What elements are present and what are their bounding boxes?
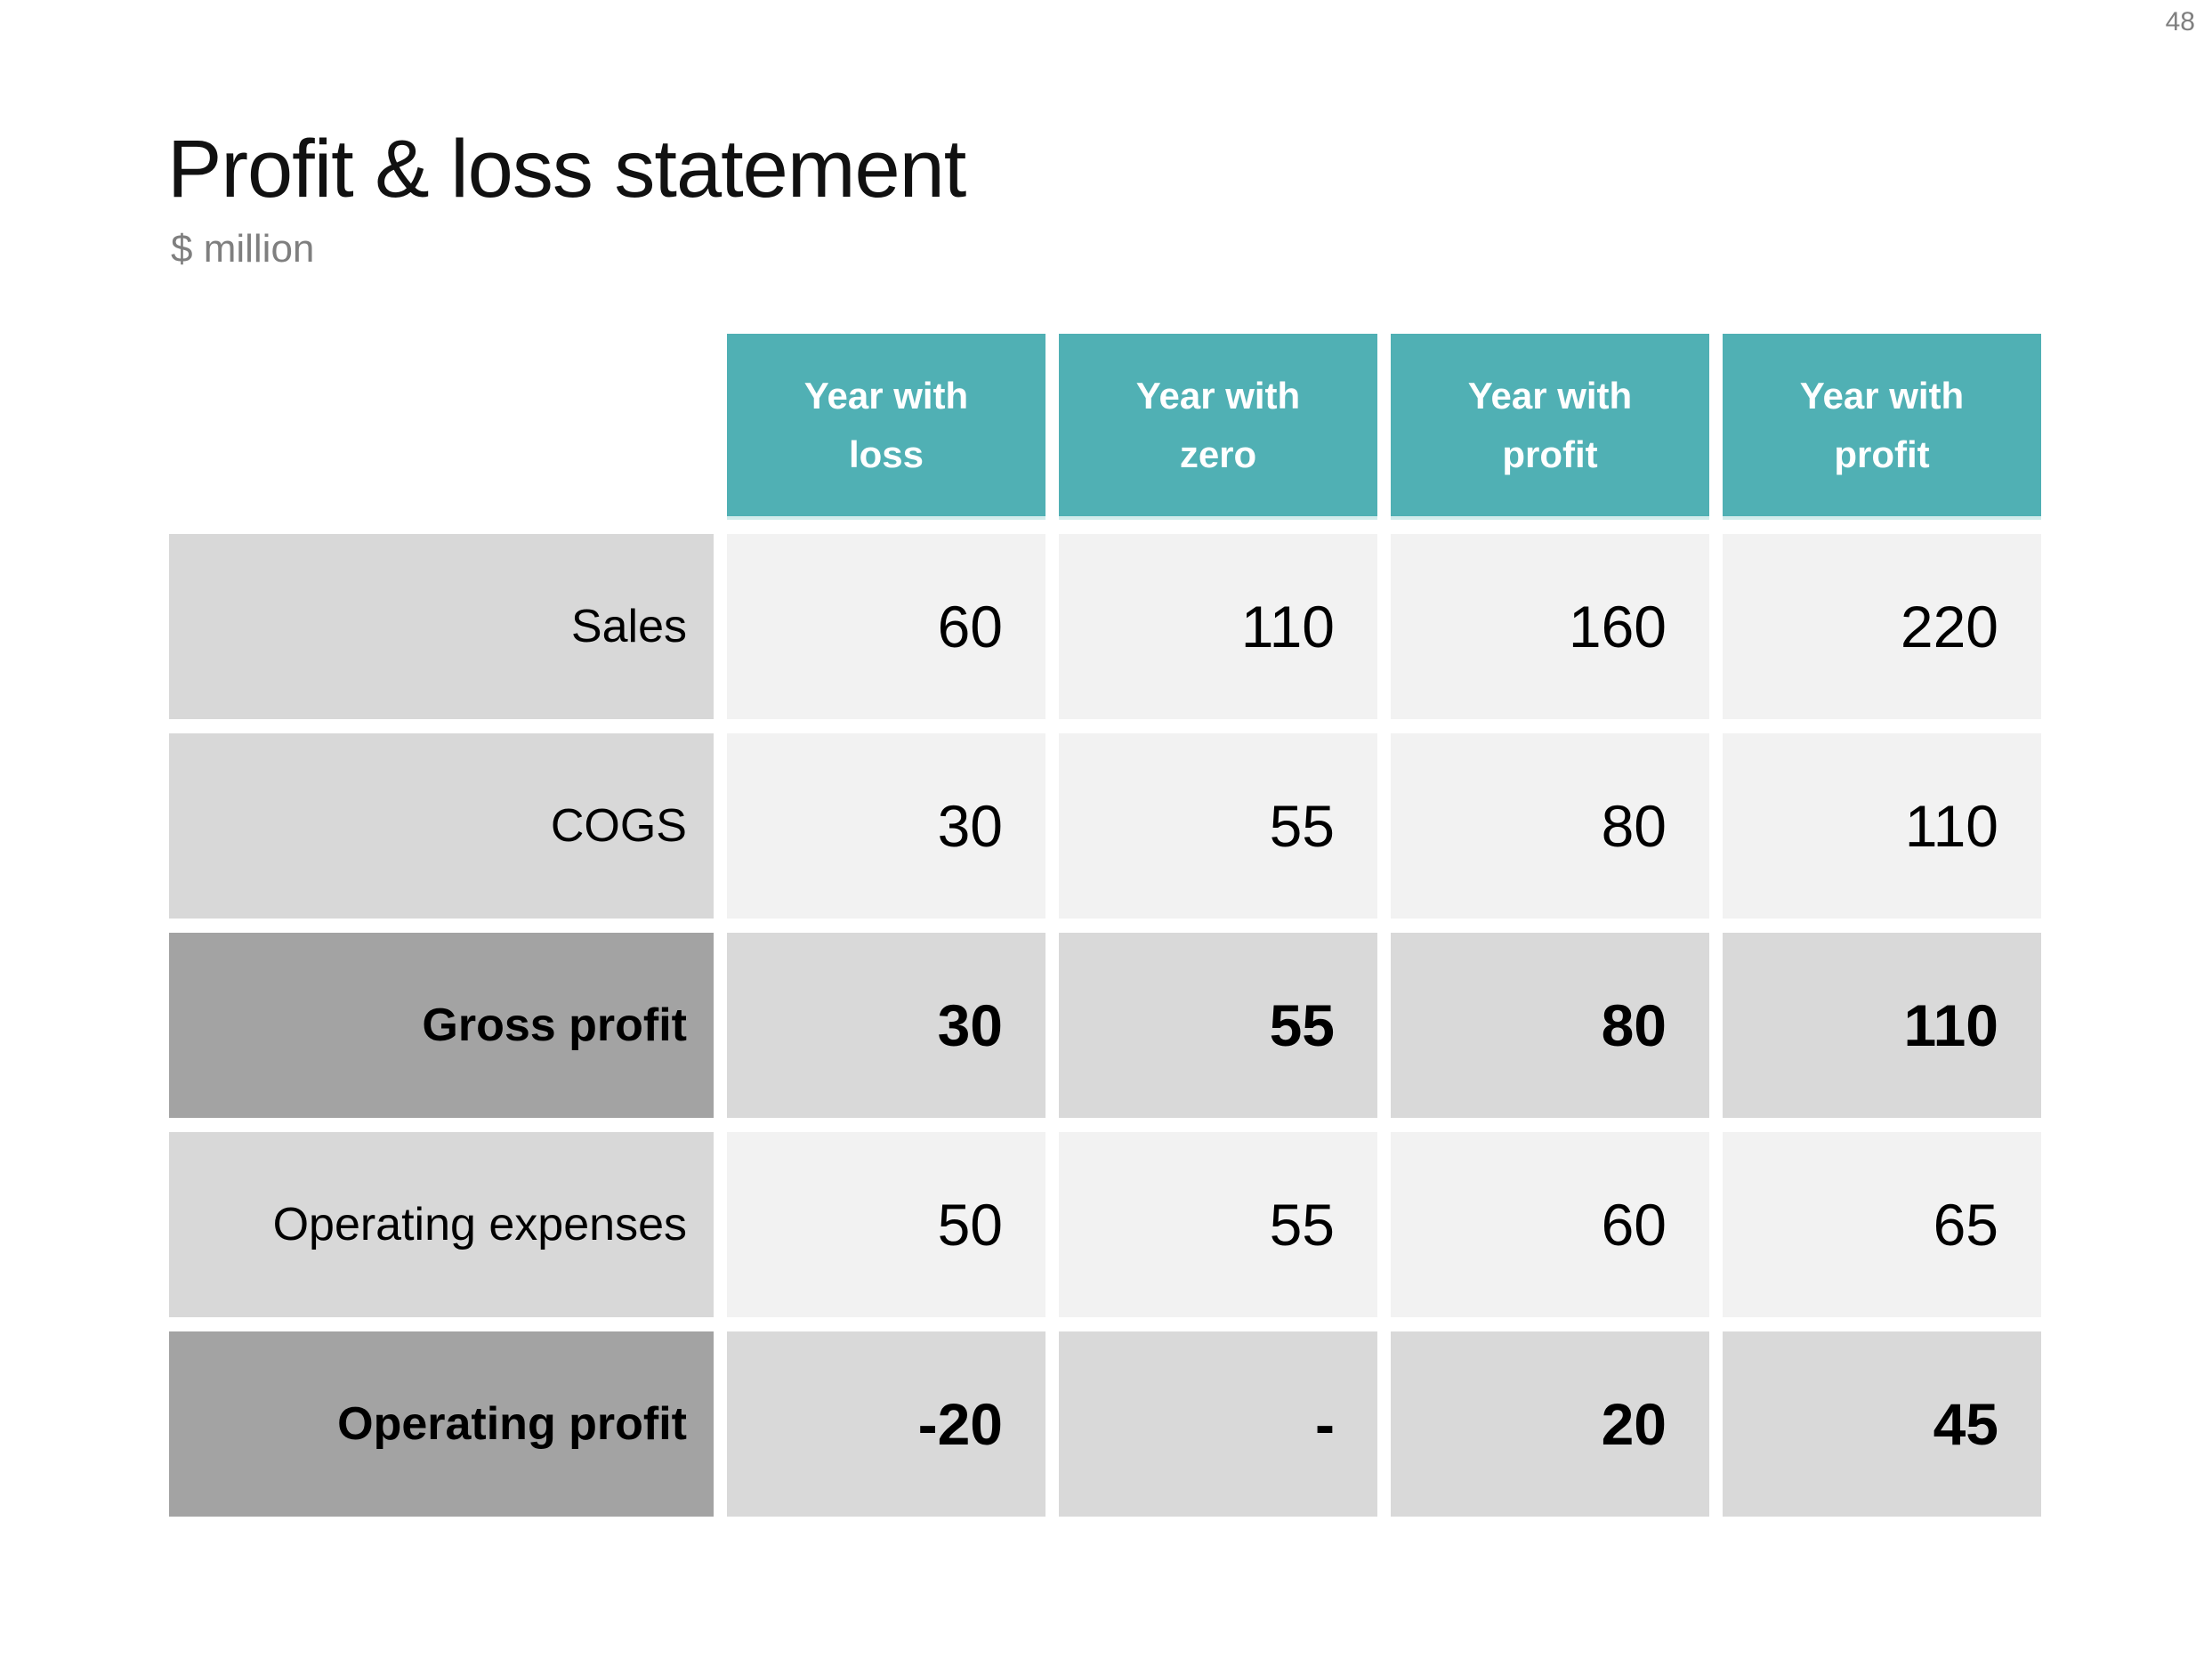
- cell-sales-year-with-loss: 60: [727, 534, 1045, 719]
- cell-sales-year-with-profit-1: 160: [1391, 534, 1709, 719]
- row-label-cogs: COGS: [169, 733, 714, 919]
- table-corner-spacer: [169, 334, 714, 520]
- row-label-operating-expenses: Operating expenses: [169, 1132, 714, 1317]
- cell-operating-expenses-year-with-profit-2: 65: [1723, 1132, 2041, 1317]
- column-header-year-with-loss: Year with loss: [727, 334, 1045, 520]
- cell-operating-expenses-year-with-loss: 50: [727, 1132, 1045, 1317]
- cell-operating-expenses-year-with-profit-1: 60: [1391, 1132, 1709, 1317]
- column-header-year-with-profit-1: Year with profit: [1391, 334, 1709, 520]
- row-label-operating-profit: Operating profit: [169, 1331, 714, 1517]
- cell-gross-profit-year-with-zero: 55: [1059, 933, 1377, 1118]
- cell-gross-profit-year-with-profit-2: 110: [1723, 933, 2041, 1118]
- cell-sales-year-with-profit-2: 220: [1723, 534, 2041, 719]
- page-subtitle: $ million: [171, 227, 315, 271]
- column-header-year-with-profit-2: Year with profit: [1723, 334, 2041, 520]
- cell-cogs-year-with-zero: 55: [1059, 733, 1377, 919]
- cell-operating-expenses-year-with-zero: 55: [1059, 1132, 1377, 1317]
- column-header-year-with-zero: Year with zero: [1059, 334, 1377, 520]
- cell-cogs-year-with-profit-2: 110: [1723, 733, 2041, 919]
- cell-operating-profit-year-with-profit-2: 45: [1723, 1331, 2041, 1517]
- profit-loss-table: Year with loss Year with zero Year with …: [169, 334, 2041, 1517]
- cell-cogs-year-with-loss: 30: [727, 733, 1045, 919]
- row-label-gross-profit: Gross profit: [169, 933, 714, 1118]
- cell-sales-year-with-zero: 110: [1059, 534, 1377, 719]
- cell-gross-profit-year-with-profit-1: 80: [1391, 933, 1709, 1118]
- cell-cogs-year-with-profit-1: 80: [1391, 733, 1709, 919]
- cell-gross-profit-year-with-loss: 30: [727, 933, 1045, 1118]
- cell-operating-profit-year-with-zero: -: [1059, 1331, 1377, 1517]
- page-title: Profit & loss statement: [167, 124, 966, 214]
- row-label-sales: Sales: [169, 534, 714, 719]
- cell-operating-profit-year-with-profit-1: 20: [1391, 1331, 1709, 1517]
- page-number: 48: [2165, 7, 2195, 36]
- cell-operating-profit-year-with-loss: -20: [727, 1331, 1045, 1517]
